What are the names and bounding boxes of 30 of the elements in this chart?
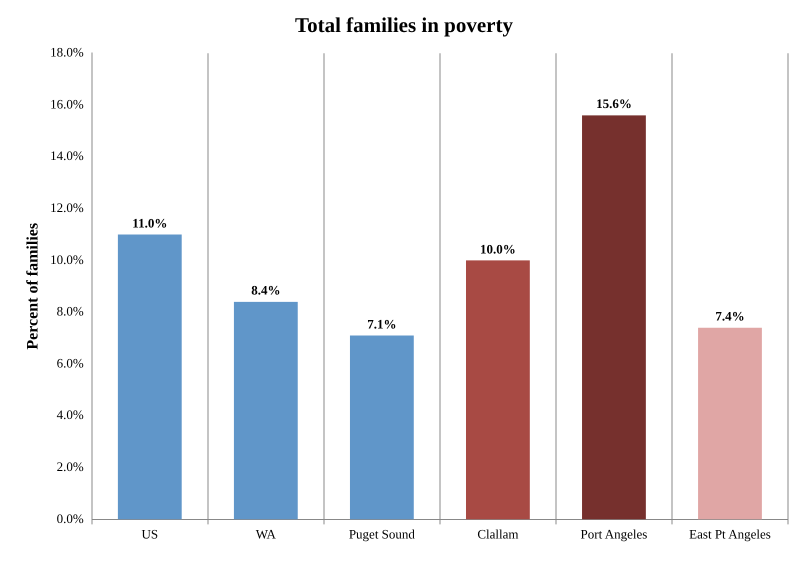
x-tick-label: Puget Sound [348,526,416,542]
bar [234,302,298,520]
y-tick-label: 4.0% [56,407,84,422]
x-tick-label: WA [256,526,277,542]
data-label: 7.1% [367,316,396,332]
y-axis-title: Percent of families [24,222,42,350]
bar [466,260,530,520]
data-label: 8.4% [251,282,280,298]
data-label: 15.6% [596,96,632,112]
y-tick-label: 14.0% [50,148,84,164]
bar [582,115,646,520]
chart-title: Total families in poverty [295,13,514,38]
x-tick-label: Port Angeles [580,526,648,542]
y-tick-label: 0.0% [56,510,84,526]
x-tick-label: Clallam [477,526,518,542]
y-tick-label: 10.0% [50,252,84,267]
data-label: 11.0% [132,215,168,230]
y-tick-label: 2.0% [56,459,84,474]
x-tick-label: East Pt Angeles [689,526,771,542]
y-tick-label: 18.0% [50,44,84,60]
x-tick-label: US [141,526,158,542]
y-tick-label: 8.0% [56,304,84,319]
bar [118,234,182,520]
y-tick-label: 6.0% [56,355,84,370]
bar [350,336,414,520]
data-label: 7.4% [715,308,745,324]
y-tick-label: 16.0% [50,96,84,112]
bar [698,328,762,520]
y-tick-label: 12.0% [50,200,84,216]
data-label: 10.0% [480,241,516,256]
